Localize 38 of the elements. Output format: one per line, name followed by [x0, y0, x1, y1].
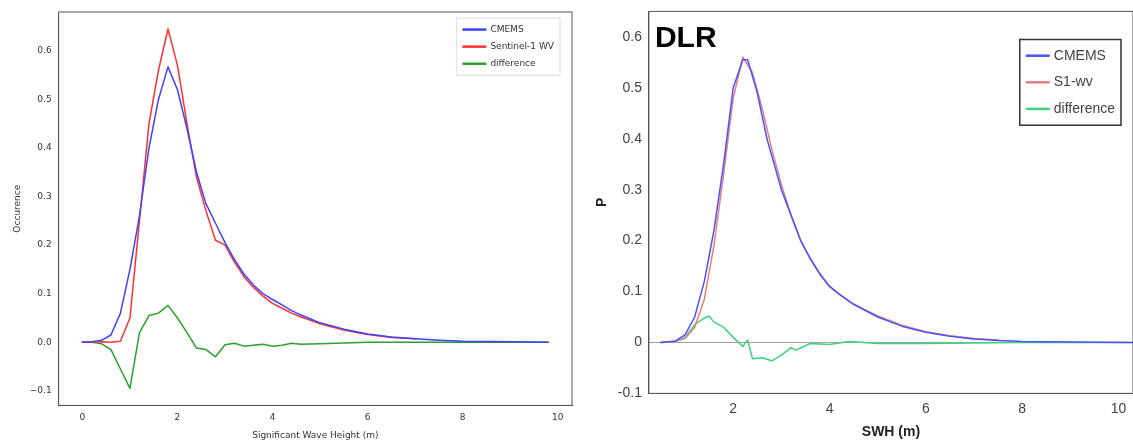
- annotation: DLR: [654, 19, 717, 53]
- legend-label: CMEMS: [490, 23, 524, 34]
- legend-label: difference: [1053, 99, 1116, 116]
- y-tick-label: 0.2: [622, 231, 643, 248]
- y-tick-label: 0.1: [37, 288, 52, 299]
- x-tick-label: 10: [552, 412, 564, 423]
- y-tick-label: 0.3: [622, 180, 643, 197]
- y-tick-label: 0.6: [37, 45, 52, 56]
- legend-label: S1-wv: [1053, 73, 1093, 90]
- x-tick-label: 4: [825, 399, 834, 416]
- legend-label: difference: [490, 58, 537, 69]
- x-tick-label: 8: [459, 412, 466, 423]
- y-tick-label: 0.3: [37, 190, 52, 201]
- x-tick-label: 2: [729, 399, 738, 416]
- y-tick-label: 0.6: [622, 27, 643, 44]
- y-tick-label: 0.5: [37, 93, 52, 104]
- y-tick-label: 0.4: [37, 142, 52, 153]
- x-tick-label: 4: [269, 412, 276, 423]
- y-tick-label: 0: [634, 333, 643, 350]
- y-tick-label: 0.4: [622, 129, 643, 146]
- x-axis-title: SWH (m): [861, 423, 921, 440]
- x-tick-label: 8: [1018, 399, 1027, 416]
- y-tick-label: -0.1: [617, 384, 643, 401]
- x-tick-label: 6: [921, 399, 930, 416]
- y-tick-label: −0.1: [29, 385, 52, 396]
- y-tick-label: 0.0: [37, 336, 52, 347]
- x-tick-label: 6: [364, 412, 371, 423]
- legend-label: Sentinel-1 WV: [490, 40, 555, 51]
- x-tick-label: 2: [174, 412, 181, 423]
- y-tick-label: 0.1: [622, 282, 643, 299]
- x-tick-label: 0: [79, 412, 86, 423]
- y-tick-label: 0.2: [37, 239, 52, 250]
- x-axis-title: Significant Wave Height (m): [252, 429, 379, 440]
- legend-label: CMEMS: [1053, 46, 1106, 63]
- y-tick-label: 0.5: [622, 78, 643, 95]
- x-tick-label: 10: [1110, 399, 1127, 416]
- y-axis-title: P: [593, 197, 610, 208]
- y-axis-title: Occurence: [11, 184, 22, 233]
